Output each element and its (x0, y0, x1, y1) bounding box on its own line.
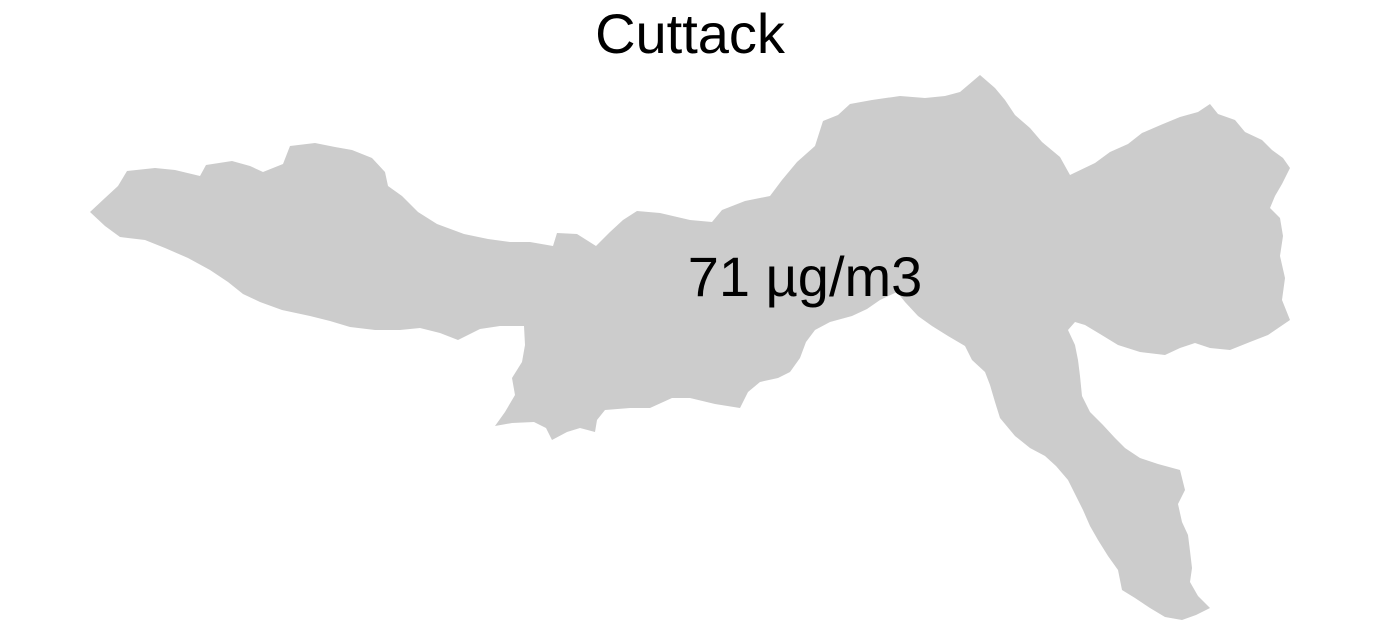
district-shape-cuttack (90, 75, 1290, 620)
district-value-label: 71 µg/m3 (688, 245, 923, 308)
map-title: Cuttack (595, 2, 785, 65)
